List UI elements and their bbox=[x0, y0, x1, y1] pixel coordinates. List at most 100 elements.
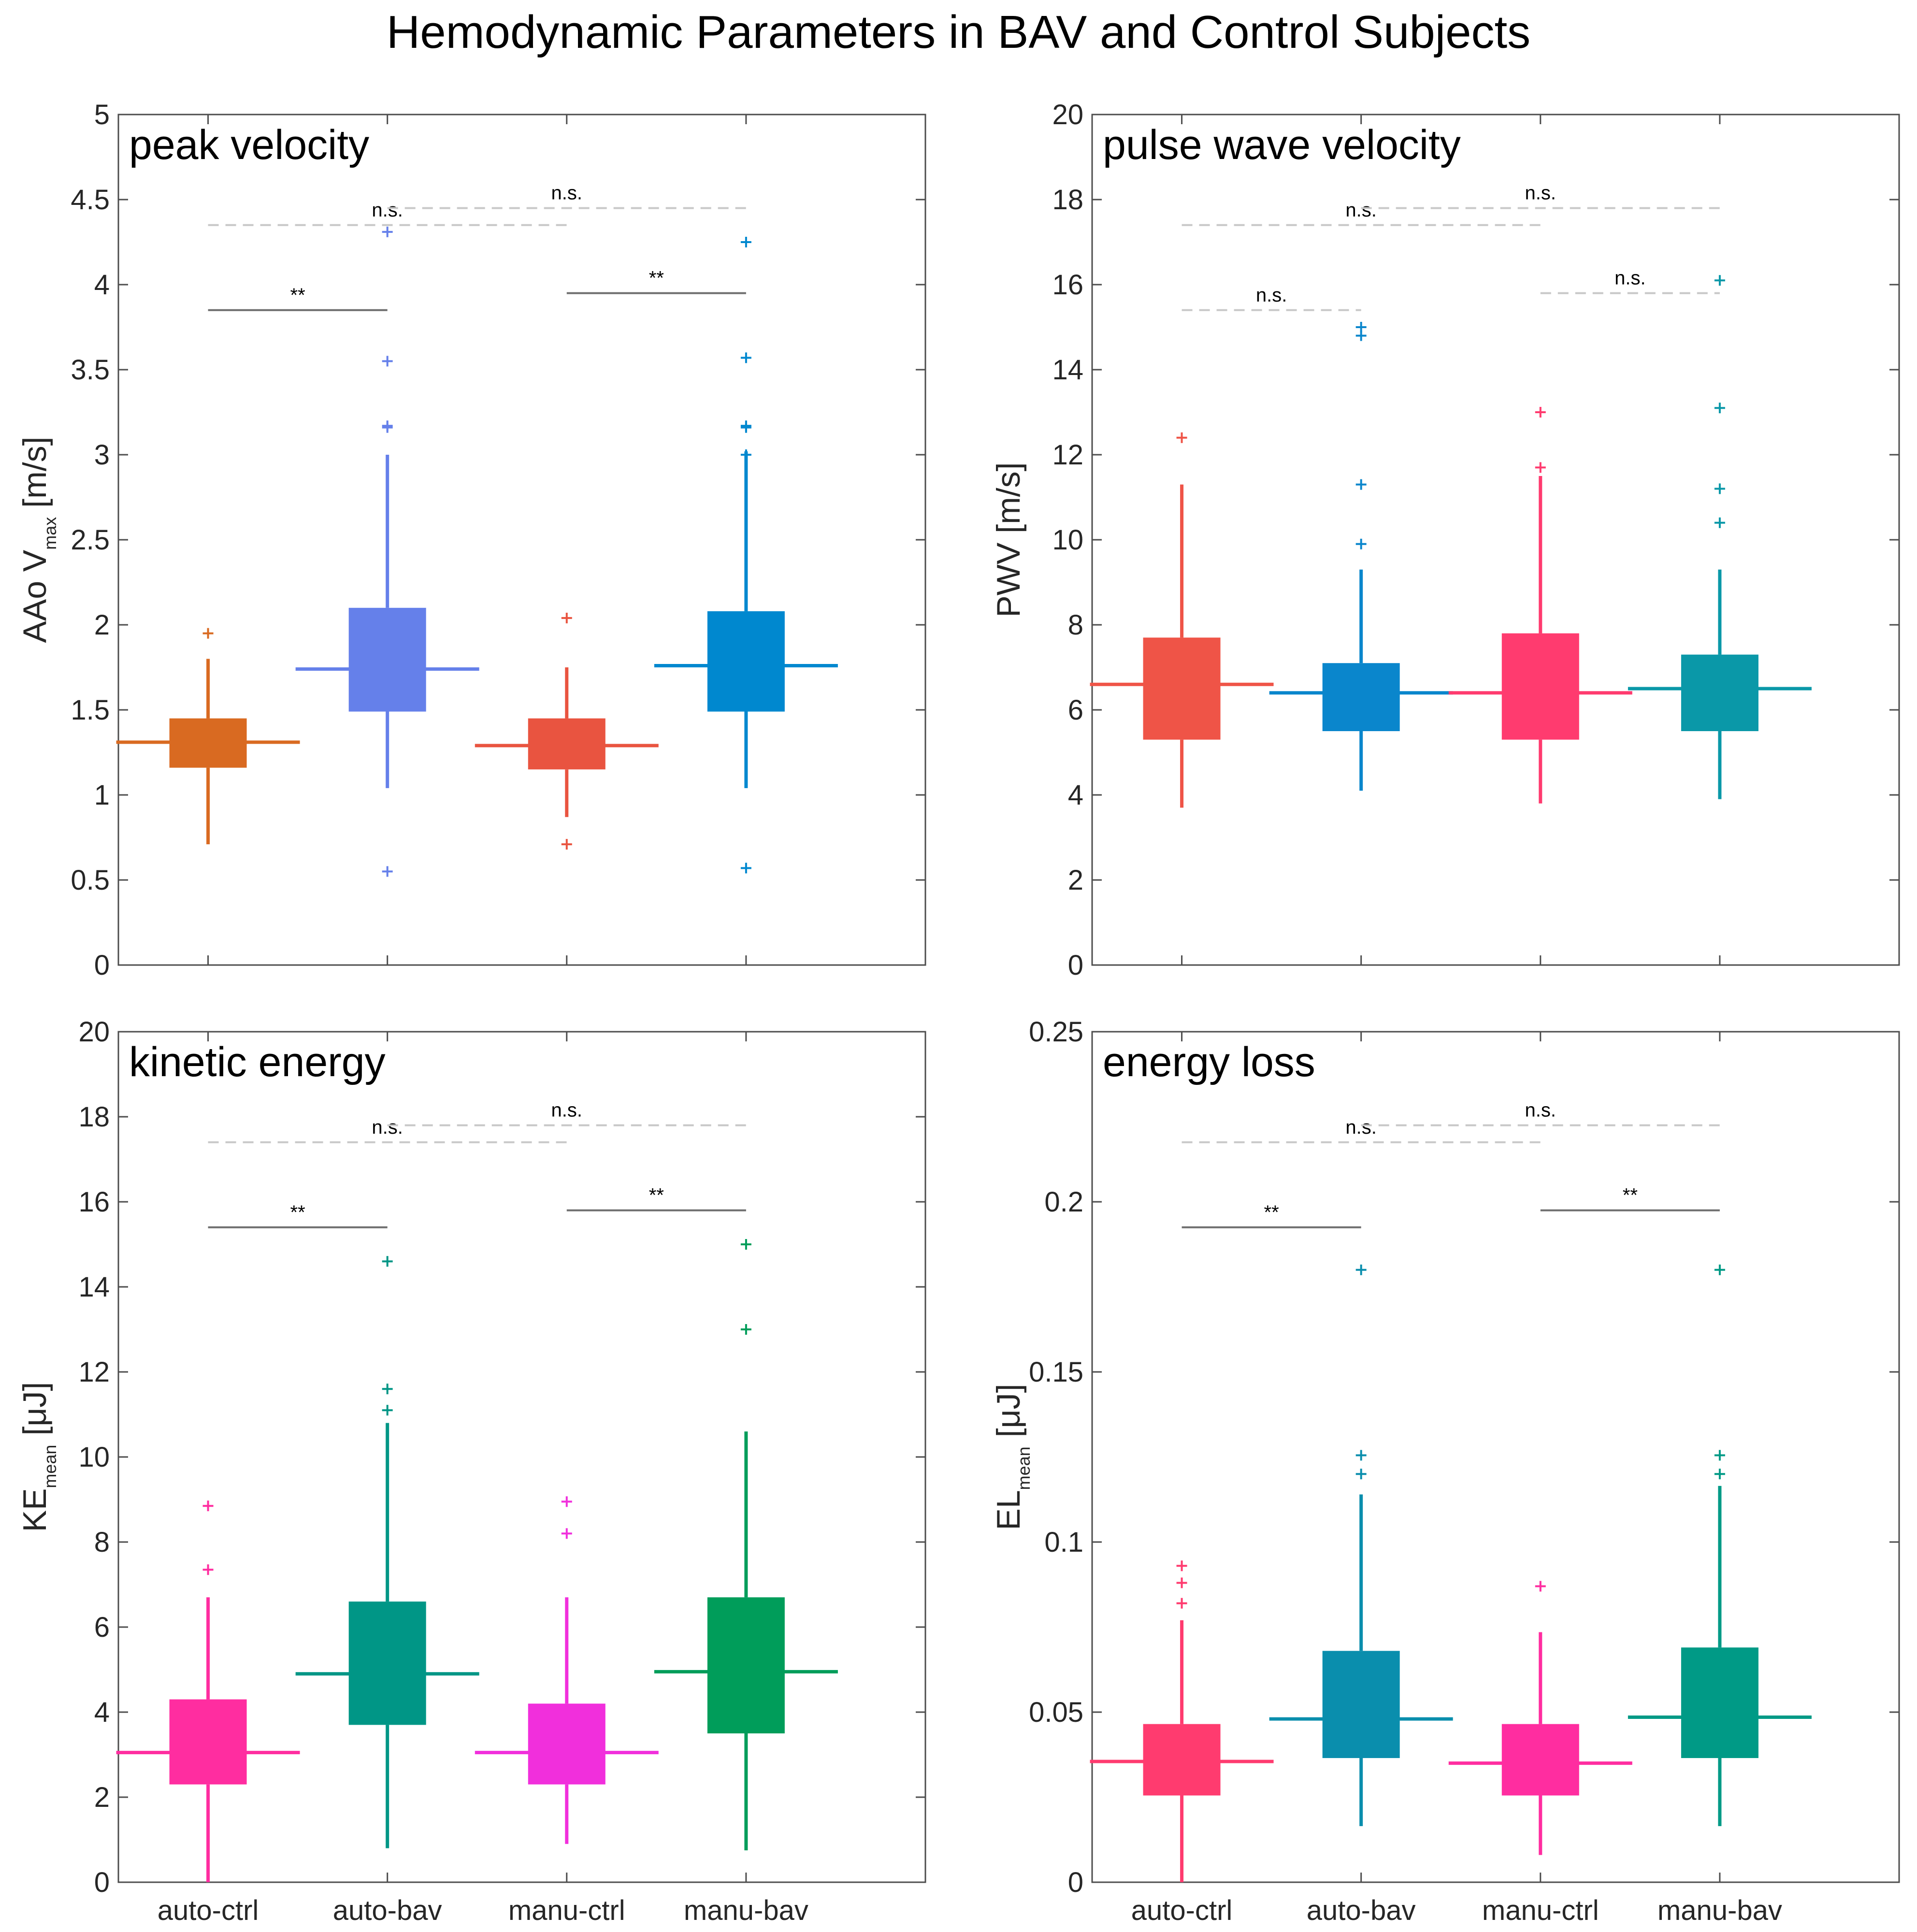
outlier-marker bbox=[1355, 538, 1367, 549]
y-tick-label: 10 bbox=[78, 1442, 110, 1473]
y-tick-label: 0.25 bbox=[1029, 1016, 1083, 1048]
outlier-marker bbox=[1176, 1598, 1187, 1609]
x-tick-label: manu-bav bbox=[684, 1895, 808, 1926]
outlier-marker bbox=[382, 226, 393, 237]
outlier-marker bbox=[382, 1405, 393, 1416]
outlier-marker bbox=[561, 839, 572, 850]
outlier-marker bbox=[740, 352, 751, 363]
outlier-marker bbox=[382, 866, 393, 877]
y-tick-label: 6 bbox=[94, 1612, 110, 1643]
significance-label: n.s. bbox=[1256, 285, 1287, 306]
outlier-marker bbox=[202, 1564, 214, 1575]
x-tick-label: auto-ctrl bbox=[1131, 1895, 1233, 1926]
y-tick-label: 3 bbox=[94, 439, 110, 471]
y-tick-label: 1.5 bbox=[71, 694, 110, 726]
box-iqr bbox=[1322, 663, 1400, 731]
y-axis-label-main: AAo V bbox=[16, 549, 53, 643]
outlier-marker bbox=[1355, 1450, 1367, 1461]
outlier-marker bbox=[382, 1384, 393, 1395]
outlier-marker bbox=[740, 863, 751, 874]
box-manu-ctrl bbox=[1448, 1581, 1632, 1855]
x-tick-label: auto-ctrl bbox=[158, 1895, 259, 1926]
significance-label: ** bbox=[290, 285, 305, 306]
box-iqr bbox=[169, 1699, 247, 1785]
axes-frame bbox=[1091, 114, 1900, 966]
outlier-marker bbox=[202, 1500, 214, 1512]
outlier-marker bbox=[1535, 1581, 1546, 1592]
significance-label: ** bbox=[1264, 1202, 1279, 1223]
outlier-marker bbox=[1714, 1469, 1725, 1480]
outlier-marker bbox=[1714, 1450, 1725, 1461]
y-tick-label: 0.05 bbox=[1029, 1697, 1083, 1728]
x-tick-label: manu-ctrl bbox=[508, 1895, 625, 1926]
y-tick-label: 0 bbox=[94, 950, 110, 981]
significance-label: ** bbox=[1623, 1185, 1638, 1206]
y-tick-label: 16 bbox=[78, 1186, 110, 1218]
y-tick-label: 12 bbox=[78, 1356, 110, 1388]
panel-title: energy loss bbox=[1103, 1039, 1315, 1085]
y-tick-label: 14 bbox=[1052, 354, 1083, 386]
y-tick-label: 3.5 bbox=[71, 354, 110, 386]
box-iqr bbox=[528, 718, 605, 770]
outlier-marker bbox=[740, 420, 751, 432]
y-axis-label-unit: [m/s] bbox=[16, 436, 53, 517]
y-tick-label: 8 bbox=[1068, 609, 1083, 641]
panel-title: pulse wave velocity bbox=[1103, 122, 1461, 168]
y-tick-label: 18 bbox=[78, 1101, 110, 1133]
outlier-marker bbox=[740, 237, 751, 247]
significance-label: n.s. bbox=[1345, 200, 1376, 221]
outlier-marker bbox=[1535, 407, 1546, 418]
y-axis-label-subscript: mean bbox=[1014, 1446, 1034, 1490]
box-manu-ctrl bbox=[1448, 407, 1632, 804]
panel-title: peak velocity bbox=[129, 122, 369, 168]
panel-energy-loss: 0 0.05 0.1 0.15 0.2 0.25 auto-ctrl auto-bav manu… bbox=[990, 1016, 1900, 1926]
y-tick-label: 16 bbox=[1052, 269, 1083, 301]
y-tick-label: 4 bbox=[1068, 779, 1083, 811]
significance-label: n.s. bbox=[372, 200, 403, 221]
box-auto-ctrl bbox=[1090, 432, 1274, 808]
outlier-marker bbox=[561, 1528, 572, 1539]
y-axis-label-unit: [m/s] bbox=[990, 462, 1027, 542]
y-tick-label: 20 bbox=[78, 1016, 110, 1048]
y-tick-label: 18 bbox=[1052, 184, 1083, 216]
box-iqr bbox=[1681, 654, 1758, 731]
panel-title: kinetic energy bbox=[129, 1039, 386, 1085]
y-tick-label: 14 bbox=[78, 1271, 110, 1303]
y-tick-label: 6 bbox=[1068, 694, 1083, 726]
y-axis-label: AAo Vmax [m/s] bbox=[16, 436, 60, 643]
outlier-marker bbox=[1176, 432, 1187, 443]
significance-label: n.s. bbox=[1525, 183, 1556, 204]
outlier-marker bbox=[382, 1256, 393, 1267]
outlier-marker bbox=[382, 420, 393, 432]
y-axis-label-subscript: mean bbox=[40, 1445, 60, 1488]
box-iqr bbox=[1501, 1724, 1579, 1796]
significance-label: n.s. bbox=[1345, 1117, 1376, 1138]
x-tick-label: manu-bav bbox=[1658, 1895, 1782, 1926]
y-tick-label: 0 bbox=[94, 1867, 110, 1898]
box-manu-bav bbox=[654, 237, 838, 874]
box-auto-ctrl bbox=[1090, 1560, 1274, 1882]
outlier-marker bbox=[1355, 1264, 1367, 1275]
box-manu-bav bbox=[1628, 1264, 1812, 1826]
y-tick-label: 4 bbox=[94, 1697, 110, 1728]
y-tick-label: 1 bbox=[94, 779, 110, 811]
outlier-marker bbox=[382, 356, 393, 367]
outlier-marker bbox=[1714, 275, 1725, 286]
y-axis-label: KEmean [μJ] bbox=[16, 1382, 60, 1532]
y-axis-label: ELmean [μJ] bbox=[990, 1384, 1034, 1530]
box-manu-ctrl bbox=[475, 612, 659, 850]
significance-label: n.s. bbox=[1525, 1100, 1556, 1121]
box-iqr bbox=[1681, 1647, 1758, 1759]
box-auto-bav bbox=[1269, 1264, 1453, 1826]
y-tick-label: 0.2 bbox=[1044, 1186, 1083, 1218]
outlier-marker bbox=[1176, 1577, 1187, 1588]
x-tick-label: manu-ctrl bbox=[1482, 1895, 1599, 1926]
y-axis-label-unit: [μJ] bbox=[990, 1384, 1027, 1446]
x-tick-label: auto-bav bbox=[1307, 1895, 1416, 1926]
box-iqr bbox=[707, 611, 785, 712]
box-auto-bav bbox=[1269, 322, 1453, 791]
y-tick-label: 4.5 bbox=[71, 184, 110, 216]
y-axis-label-main: KE bbox=[16, 1488, 53, 1532]
panel-kinetic-energy: 0 2 4 6 8 10 12 14 16 18 20 auto-ctrl auto-bav manu-c… bbox=[16, 1016, 926, 1926]
outlier-marker bbox=[1355, 322, 1367, 332]
